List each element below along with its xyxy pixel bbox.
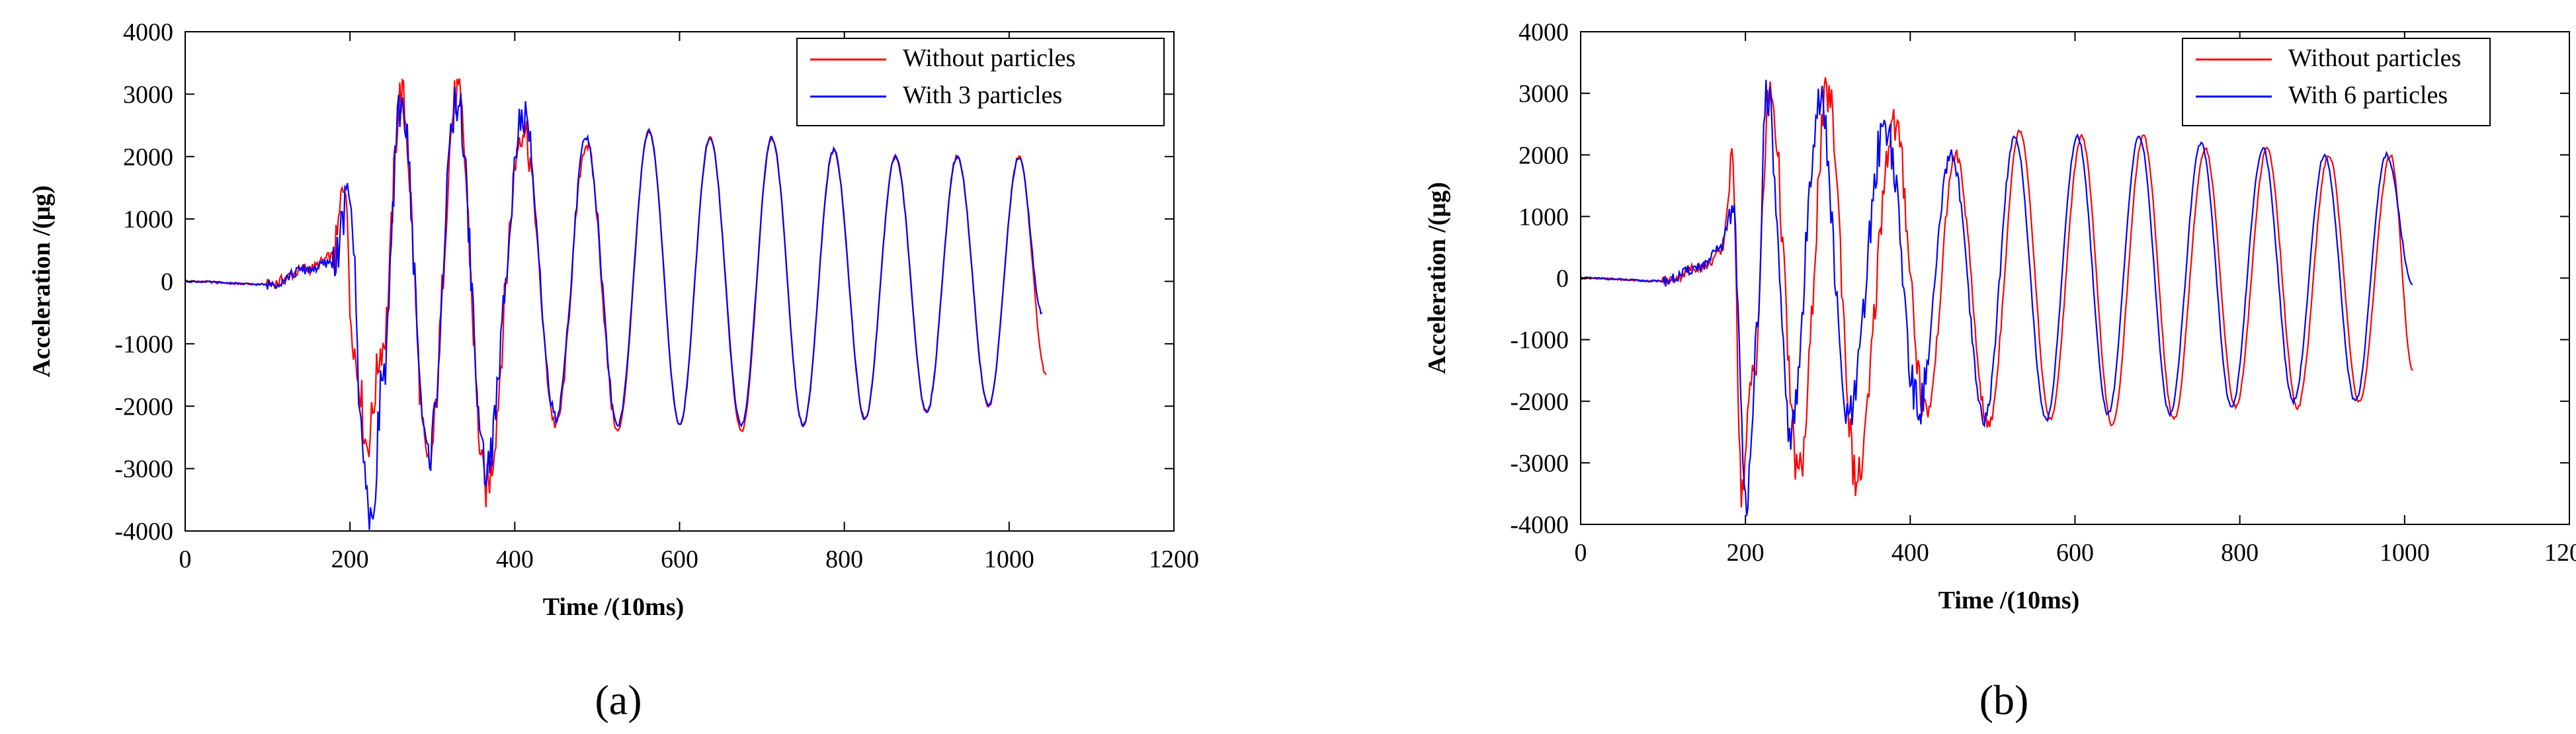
- y-tick-label: -4000: [114, 518, 173, 546]
- legend-box-a: [796, 38, 1165, 126]
- x-tick-label: 400: [1891, 539, 1929, 567]
- panel-caption-a: (a): [595, 676, 642, 723]
- series-layer-b: [1580, 77, 2414, 516]
- x-axis-label-b: Time /(10ms): [1938, 587, 2080, 614]
- y-tick-label: 1000: [1518, 203, 1569, 231]
- x-tick-label: 0: [179, 546, 192, 573]
- legend-label-with-3-particles: With 3 particles: [903, 81, 1062, 109]
- x-tick-label: 200: [331, 546, 369, 573]
- y-axis-label-b: Acceleration /(μg): [1423, 182, 1451, 374]
- x-tick-label: 800: [2221, 539, 2259, 567]
- y-tick-label: 2000: [1518, 142, 1569, 169]
- x-tick-label: 600: [2056, 539, 2094, 567]
- x-ticks-b: 0 200 400 600 800 1000 1200: [1575, 32, 2576, 567]
- chart-panel-b: 4000 3000 2000 1000 0 -1000 -2000 -3000 -4000 0 2…: [1423, 19, 2576, 723]
- x-ticks-a: 0 200 400 600 800 1000 1200: [179, 32, 1199, 573]
- y-ticks-b: 4000 3000 2000 1000 0 -1000 -2000 -3000 -4000: [1510, 19, 2569, 539]
- y-tick-label: -1000: [1510, 327, 1569, 354]
- x-tick-label: 1200: [2544, 539, 2576, 567]
- y-tick-label: -2000: [1510, 388, 1569, 416]
- series-layer-a: [185, 78, 1047, 530]
- y-tick-label: 1000: [123, 206, 173, 233]
- legend-a: Without particles With 3 particles: [796, 38, 1165, 126]
- legend-box-b: [2182, 38, 2491, 126]
- x-tick-label: 1200: [1149, 546, 1199, 573]
- y-tick-label: 4000: [1518, 19, 1569, 46]
- y-tick-label: 4000: [123, 19, 173, 46]
- x-tick-label: 800: [825, 546, 863, 573]
- y-axis-label-a: Acceleration /(μg): [28, 185, 56, 378]
- series-line-without-particles: [185, 78, 1047, 508]
- x-tick-label: 600: [661, 546, 698, 573]
- legend-b: Without particles With 6 particles: [2182, 38, 2491, 126]
- series-line-with-3-particles: [185, 87, 1043, 530]
- x-tick-label: 200: [1727, 539, 1765, 567]
- y-ticks-a: 4000 3000 2000 1000 0 -1000 -2000 -3000 -4000: [114, 19, 1174, 546]
- y-tick-label: -3000: [1510, 450, 1569, 477]
- series-line-with-6-particles: [1580, 79, 2413, 516]
- chart-panel-a: 4000 3000 2000 1000 0 -1000 -2000 -3000 -4000 0 2…: [28, 19, 1199, 723]
- legend-label-without-particles-a: Without particles: [903, 44, 1075, 72]
- x-axis-label-a: Time /(10ms): [543, 593, 685, 621]
- panel-caption-b: (b): [1979, 676, 2029, 723]
- series-line-without-particles: [1580, 77, 2414, 508]
- x-tick-label: 400: [496, 546, 534, 573]
- y-tick-label: 0: [1556, 265, 1569, 293]
- x-tick-label: 0: [1575, 539, 1587, 567]
- x-tick-label: 1000: [984, 546, 1034, 573]
- y-tick-label: -1000: [114, 331, 173, 358]
- y-tick-label: 0: [161, 268, 173, 296]
- x-tick-label: 1000: [2380, 539, 2430, 567]
- y-tick-label: -4000: [1510, 511, 1569, 539]
- y-tick-label: 2000: [123, 143, 173, 171]
- legend-label-without-particles-b: Without particles: [2288, 44, 2461, 72]
- y-tick-label: -2000: [114, 393, 173, 421]
- y-tick-label: 3000: [123, 81, 173, 108]
- y-tick-label: -3000: [114, 456, 173, 483]
- legend-label-with-6-particles: With 6 particles: [2288, 81, 2448, 109]
- y-tick-label: 3000: [1518, 80, 1569, 108]
